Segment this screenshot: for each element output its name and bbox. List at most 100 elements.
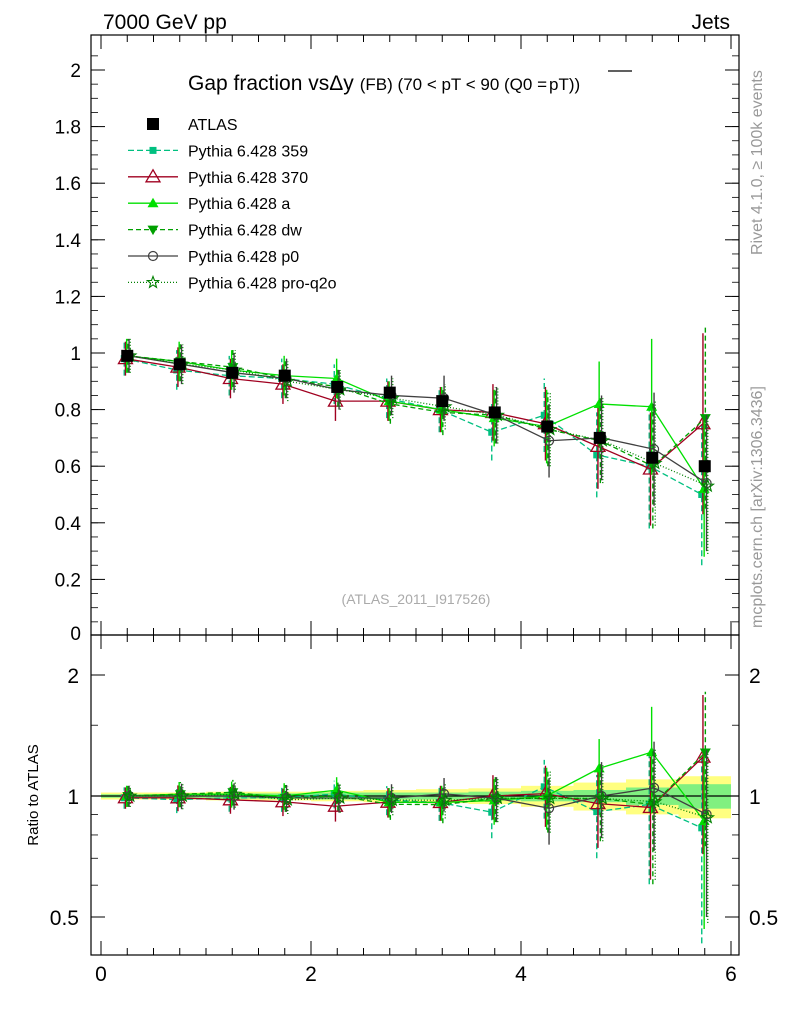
legend-label: Pythia 6.428 dw bbox=[188, 223, 302, 240]
legend-label: Pythia 6.428 p0 bbox=[188, 249, 299, 266]
series-pythia-6-428-359 bbox=[120, 341, 706, 566]
ratio-xtick-label: 2 bbox=[305, 963, 317, 986]
main-ytick-label: 0.6 bbox=[55, 457, 81, 478]
main-ytick-label: 0.4 bbox=[55, 514, 82, 535]
data-point bbox=[645, 462, 653, 470]
ratio-data-point bbox=[699, 748, 711, 758]
ratio-data-point bbox=[540, 783, 548, 791]
data-point bbox=[593, 451, 601, 459]
main-ytick-label: 0.8 bbox=[55, 401, 81, 422]
main-ytick-label: 1.6 bbox=[55, 174, 81, 195]
ratio-frame bbox=[90, 634, 740, 956]
legend-marker bbox=[147, 197, 159, 208]
mcplots-label: mcplots.cern.ch [arXiv:1306.3436] bbox=[749, 386, 766, 628]
atlas-data-point bbox=[331, 380, 344, 393]
series-line bbox=[125, 358, 704, 470]
atlas-data-point bbox=[698, 460, 711, 473]
main-ytick-label: 1.8 bbox=[55, 118, 81, 139]
main-ytick-label: 2 bbox=[70, 61, 81, 82]
data-point bbox=[488, 428, 496, 436]
ratio-series-line bbox=[127, 751, 706, 806]
legend-marker bbox=[145, 274, 161, 289]
ratio-data-point bbox=[648, 782, 660, 793]
atlas-data-point bbox=[226, 366, 239, 379]
ratio-data-point bbox=[543, 803, 555, 814]
series-line bbox=[124, 358, 703, 496]
header-right: Jets bbox=[691, 11, 730, 34]
ratio-data-point bbox=[280, 792, 296, 807]
legend-item: Pythia 6.428 359 bbox=[128, 143, 308, 160]
legend-label: ATLAS bbox=[188, 117, 238, 134]
legend-label: Pythia 6.428 359 bbox=[188, 143, 308, 160]
ratio-ytick-label: 1 bbox=[67, 786, 79, 809]
legend-item: Pythia 6.428 a bbox=[128, 196, 290, 213]
legend-item: Pythia 6.428 pro-q2o bbox=[128, 274, 337, 292]
ratio-data-point bbox=[437, 792, 453, 807]
data-point bbox=[543, 435, 555, 446]
ratio-data-point bbox=[385, 792, 401, 807]
ratio-data-point bbox=[227, 786, 243, 801]
legend-marker bbox=[149, 146, 157, 154]
ratio-data-point bbox=[646, 746, 658, 757]
atlas-data-point bbox=[646, 451, 659, 464]
series-pythia-6-428-dw bbox=[122, 327, 711, 529]
data-point bbox=[699, 414, 711, 424]
ratio-series-pythia-6-428-359 bbox=[120, 749, 706, 944]
atlas-data-point bbox=[121, 349, 134, 362]
ratio-panel: 0.5 0.5 1 1 2 2 0 2 4 6 Ratio to ATLAS bbox=[25, 634, 778, 986]
legend-label: Pythia 6.428 370 bbox=[188, 170, 308, 187]
ratio-xtick-label: 0 bbox=[95, 963, 107, 986]
series-pythia-6-428-a bbox=[121, 338, 710, 557]
main-ytick-label: 0.2 bbox=[55, 570, 81, 591]
legend-item: Pythia 6.428 p0 bbox=[128, 249, 299, 266]
series-line bbox=[127, 355, 706, 467]
watermark: (ATLAS_2011_I917526) bbox=[342, 591, 491, 607]
ratio-series-line bbox=[126, 751, 705, 822]
ratio-ytick-label: 2 bbox=[67, 665, 79, 688]
atlas-data-point bbox=[488, 406, 501, 419]
header-left: 7000 GeV pp bbox=[103, 11, 227, 34]
ratio-data-point bbox=[593, 808, 601, 816]
series-line bbox=[128, 355, 707, 484]
legend-marker bbox=[147, 250, 159, 262]
ratio-data-point bbox=[698, 824, 706, 832]
ratio-data-point bbox=[490, 790, 506, 805]
series-pythia-6-428-370 bbox=[117, 333, 712, 526]
ratio-ytick-label-right: 0.5 bbox=[749, 907, 778, 930]
ratio-series-pythia-6-428-pro-q2o bbox=[122, 747, 716, 923]
ratio-xtick-label: 6 bbox=[725, 963, 737, 986]
series-atlas bbox=[121, 349, 711, 473]
ratio-data-point bbox=[701, 809, 712, 820]
main-panel: 0.2 0.4 0.6 0.8 1 1.2 1.4 1.6 1.8 2 0 Gap fraction… bbox=[55, 34, 740, 645]
ratio-data-point bbox=[700, 810, 716, 824]
legend-marker bbox=[147, 118, 159, 130]
legend-item: ATLAS bbox=[147, 117, 238, 134]
legend-item: Pythia 6.428 dw bbox=[128, 223, 302, 240]
atlas-data-point bbox=[383, 386, 396, 399]
ratio-series-pythia-6-428-p0 bbox=[123, 741, 712, 917]
ratio-xtick-label: 4 bbox=[515, 963, 527, 986]
legend-label: Pythia 6.428 a bbox=[188, 196, 290, 213]
series-pythia-6-428-p0 bbox=[123, 338, 712, 552]
ratio-ytick-label-right: 1 bbox=[749, 786, 761, 809]
main-ytick-label: 1.4 bbox=[55, 231, 82, 252]
ratio-ylabel: Ratio to ATLAS bbox=[25, 744, 42, 845]
ratio-series-line bbox=[124, 786, 703, 829]
ratio-data-point bbox=[488, 808, 496, 816]
main-ytick-label: 1 bbox=[70, 344, 81, 365]
ratio-series-pythia-6-428-a bbox=[121, 706, 710, 930]
ratio-data-point bbox=[596, 790, 607, 802]
atlas-data-point bbox=[173, 358, 186, 371]
ratio-data-point bbox=[647, 793, 663, 808]
ratio-series-line bbox=[129, 787, 707, 815]
atlas-data-point bbox=[541, 420, 554, 433]
data-point bbox=[540, 411, 548, 419]
legend-marker bbox=[144, 168, 162, 183]
ratio-ytick-label: 0.5 bbox=[50, 907, 79, 930]
chart-title: Gap fraction vsΔy (FB) (70 < pT < 90 (Q0 … bbox=[188, 72, 580, 95]
data-point bbox=[698, 491, 706, 498]
ratio-data-point bbox=[174, 790, 186, 800]
atlas-data-point bbox=[436, 395, 449, 408]
legend: ATLAS Pythia 6.428 359 Pythia 6.428 370 Pyt… bbox=[128, 117, 337, 292]
